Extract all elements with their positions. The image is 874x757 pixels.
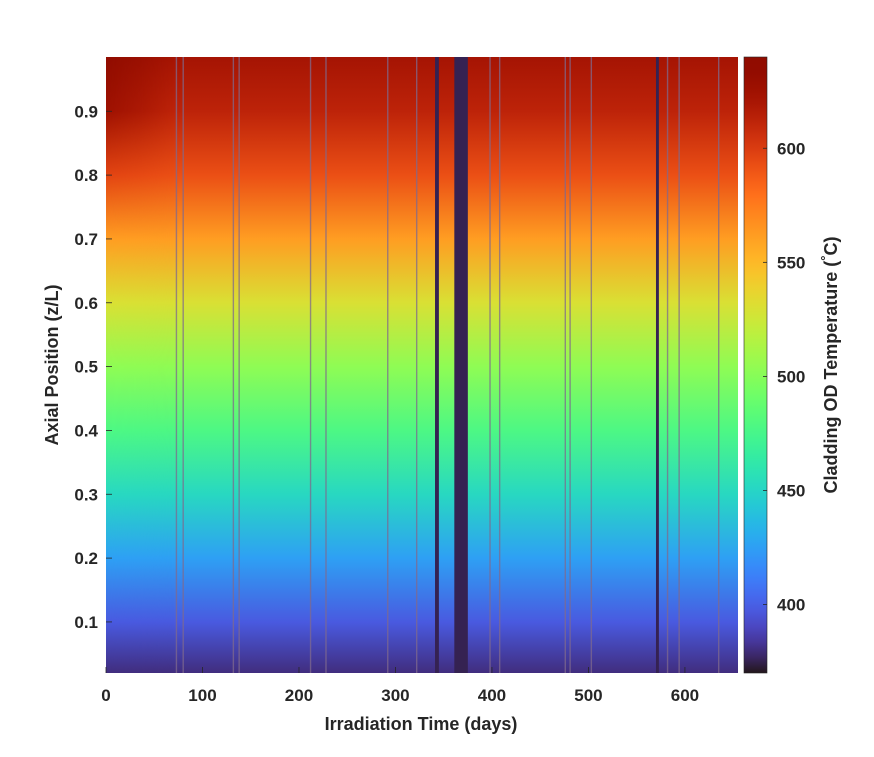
y-tick-label: 0.4 [74, 421, 98, 440]
shutdown-band [435, 57, 439, 673]
colorbar-tick-label: 450 [777, 481, 805, 500]
colorbar-tick-label: 600 [777, 139, 805, 158]
x-tick-label: 300 [381, 686, 409, 705]
power-transient-line [678, 57, 680, 673]
power-transient-line [564, 57, 566, 673]
colorbar-scale [743, 56, 768, 674]
power-transient-line [590, 57, 593, 673]
power-transient-line [325, 57, 327, 673]
early-hotspot-region [106, 57, 174, 673]
y-tick-label: 0.5 [74, 358, 98, 377]
x-tick-label: 0 [101, 686, 110, 705]
power-transient-line [489, 57, 491, 673]
shutdown-band [454, 57, 468, 673]
y-axis: 0.1 0.2 0.3 0.4 0.5 0.6 0.7 0.8 0.9 [74, 102, 112, 632]
power-transient-line [387, 57, 389, 673]
shutdown-band [655, 57, 659, 673]
y-tick-label: 0.1 [74, 613, 98, 632]
power-transient-line [498, 57, 501, 673]
power-transient-line [666, 57, 669, 673]
x-tick-label: 200 [285, 686, 313, 705]
power-transient-line [309, 57, 312, 673]
colorbar-tick-label: 500 [777, 367, 805, 386]
power-transient-line [175, 57, 178, 673]
colorbar-title-unit: C) [821, 237, 841, 256]
colorbar-title: Cladding OD Temperature (°C) [818, 237, 841, 494]
y-tick-label: 0.7 [74, 230, 98, 249]
x-tick-label: 500 [574, 686, 602, 705]
power-transient-line [569, 57, 571, 673]
x-axis-title: Irradiation Time (days) [325, 714, 518, 734]
power-transient-line [182, 57, 184, 673]
power-transient-line [415, 57, 418, 673]
degree-symbol: ° [818, 256, 833, 261]
y-tick-label: 0.9 [74, 102, 98, 121]
y-axis-title: Axial Position (z/L) [42, 284, 62, 445]
x-tick-label: 400 [478, 686, 506, 705]
y-tick-label: 0.3 [74, 485, 98, 504]
y-tick-label: 0.2 [74, 549, 98, 568]
x-tick-label: 600 [671, 686, 699, 705]
power-transient-line [238, 57, 240, 673]
plot-area [106, 57, 738, 673]
colorbar-title-text: Cladding OD Temperature ( [821, 261, 841, 494]
y-tick-label: 0.8 [74, 166, 98, 185]
power-transient-line [718, 57, 720, 673]
colorbar: 400 450 500 550 600 [743, 56, 805, 674]
colorbar-tick-label: 550 [777, 253, 805, 272]
power-transient-line [232, 57, 235, 673]
heatmap-field [106, 57, 738, 673]
y-tick-label: 0.6 [74, 294, 98, 313]
colorbar-tick-label: 400 [777, 596, 805, 615]
x-tick-label: 100 [188, 686, 216, 705]
x-axis: 0 100 200 300 400 500 600 [101, 667, 699, 705]
